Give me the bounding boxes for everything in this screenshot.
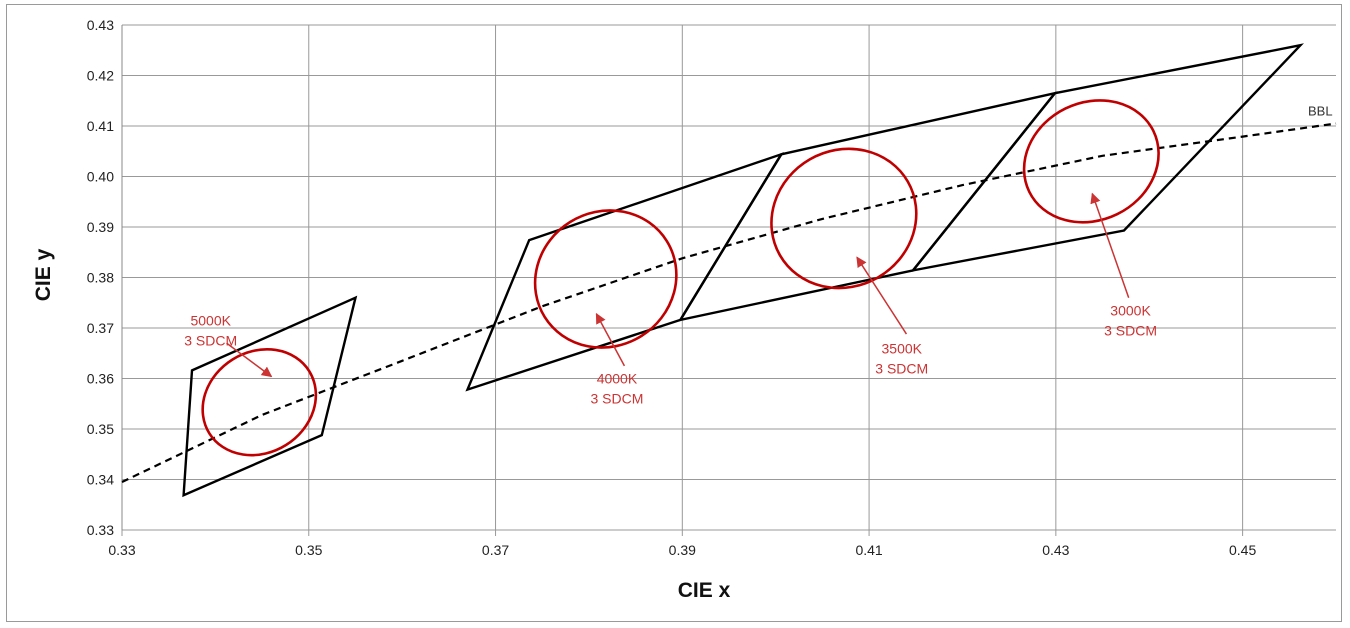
- y-tick-label: 0.42: [87, 68, 114, 84]
- x-tick-label: 0.39: [669, 542, 696, 558]
- bbl-curve: [121, 122, 1337, 483]
- y-tick-label: 0.36: [87, 371, 114, 387]
- x-tick-label: 0.35: [295, 542, 322, 558]
- annotation-label: 3 SDCM: [184, 332, 237, 348]
- annotation-arrow: [226, 342, 273, 378]
- annotation-label: 3500K: [882, 340, 923, 356]
- y-tick-label: 0.34: [87, 472, 114, 488]
- grid: [121, 24, 1336, 536]
- quadrangle-series: [182, 43, 1304, 498]
- y-tick-label: 0.41: [87, 118, 114, 134]
- annotation-label: 3 SDCM: [590, 391, 643, 407]
- annotation-arrow: [595, 312, 626, 367]
- quadrangle-3000k: [910, 43, 1304, 273]
- annotation-label: 3 SDCM: [875, 360, 928, 376]
- y-tick-label: 0.43: [87, 17, 114, 33]
- bbl-label: BBL: [1308, 103, 1333, 118]
- macadam-ellipse: [533, 209, 678, 349]
- y-tick-label: 0.35: [87, 421, 114, 437]
- macadam-ellipse: [201, 348, 318, 457]
- y-tick-label: 0.33: [87, 522, 114, 538]
- macadam-ellipse: [1022, 99, 1160, 224]
- annotation-label: 4000K: [597, 371, 638, 387]
- y-axis-title: CIE y: [32, 248, 55, 301]
- quadrangle-3500k: [677, 91, 1058, 322]
- x-tick-label: 0.43: [1042, 542, 1069, 558]
- bbl-series: BBL: [121, 103, 1337, 483]
- y-tick-label: 0.37: [87, 320, 114, 336]
- quadrangle-4000k: [465, 152, 785, 392]
- x-tick-label: 0.33: [108, 542, 135, 558]
- x-tick-label: 0.45: [1229, 542, 1256, 558]
- annotation-label: 3 SDCM: [1104, 322, 1157, 338]
- annotation-arrow: [856, 256, 908, 335]
- tick-labels: 0.33 0.34 0.35 0.36 0.37 0.38 0.39 0.40 0.41 0.42…: [87, 17, 1257, 558]
- macadam-ellipse: [770, 147, 918, 290]
- chart-frame: [6, 4, 1342, 622]
- y-tick-label: 0.40: [87, 169, 114, 185]
- ellipse-series: [201, 99, 1160, 457]
- x-axis-title: CIE x: [678, 579, 731, 602]
- y-tick-label: 0.38: [87, 270, 114, 286]
- x-tick-label: 0.41: [855, 542, 882, 558]
- y-tick-label: 0.39: [87, 219, 114, 235]
- quadrangle-5000k: [182, 295, 358, 498]
- annotations: 5000K 3 SDCM 4000K 3 SDCM 3500K 3 SDCM 3000K 3 …: [184, 192, 1157, 407]
- x-tick-label: 0.37: [482, 542, 509, 558]
- annotation-label: 5000K: [190, 312, 231, 328]
- annotation-label: 3000K: [1110, 302, 1151, 318]
- annotation-arrow: [1090, 192, 1130, 298]
